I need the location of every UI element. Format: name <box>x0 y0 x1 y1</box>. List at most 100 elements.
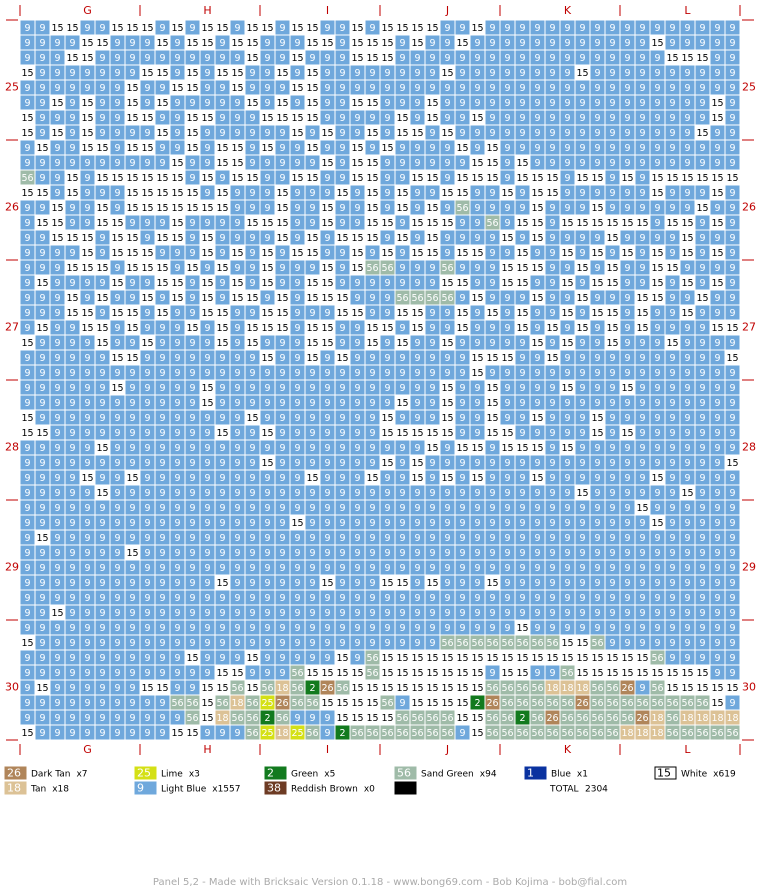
cell-code: 9 <box>669 578 675 589</box>
cell-code: 9 <box>564 113 570 124</box>
legend-name: Light Blue <box>161 785 207 795</box>
cell-code: 9 <box>114 473 120 484</box>
cell-code: 9 <box>99 53 105 64</box>
cell-code: 9 <box>729 368 735 379</box>
cell-code: 9 <box>444 533 450 544</box>
cell-code: 9 <box>564 563 570 574</box>
cell-code: 9 <box>129 443 135 454</box>
cell-code: 9 <box>579 158 585 169</box>
cell-code: 9 <box>324 593 330 604</box>
cell-code: 9 <box>159 368 165 379</box>
cell-code: 15 <box>411 653 423 664</box>
cell <box>350 20 365 35</box>
cell-code: 9 <box>654 458 660 469</box>
cell-code: 9 <box>519 608 525 619</box>
cell-code: 15 <box>276 323 288 334</box>
cell-code: 9 <box>69 548 75 559</box>
cell-code: 9 <box>354 218 360 229</box>
cell-code: 15 <box>561 248 573 259</box>
cell-code: 9 <box>564 98 570 109</box>
cell-code: 9 <box>174 383 180 394</box>
cell <box>140 50 155 65</box>
cell-code: 15 <box>426 653 438 664</box>
cell-code: 9 <box>474 143 480 154</box>
cell-code: 9 <box>579 353 585 364</box>
cell-code: 9 <box>279 83 285 94</box>
cell-code: 9 <box>549 143 555 154</box>
cell-code: 9 <box>39 353 45 364</box>
cell-code: 9 <box>714 293 720 304</box>
cell-code: 9 <box>714 458 720 469</box>
cell-code: 15 <box>366 188 378 199</box>
cell <box>230 95 245 110</box>
cell-code: 9 <box>264 548 270 559</box>
cell-code: 9 <box>684 368 690 379</box>
cell <box>410 20 425 35</box>
cell-code: 15 <box>366 38 378 49</box>
cell-code: 15 <box>216 158 228 169</box>
cell-code: 9 <box>504 548 510 559</box>
cell-code: 56 <box>426 728 438 739</box>
cell-code: 9 <box>564 368 570 379</box>
cell-code: 15 <box>156 68 168 79</box>
cell-code: 15 <box>531 653 543 664</box>
cell-code: 9 <box>459 98 465 109</box>
cell-code: 9 <box>564 38 570 49</box>
cell-code: 15 <box>381 38 393 49</box>
cell-code: 9 <box>279 128 285 139</box>
cell-code: 9 <box>639 518 645 529</box>
cell-code: 9 <box>234 188 240 199</box>
cell-code: 9 <box>339 158 345 169</box>
cell-code: 9 <box>54 698 60 709</box>
cell-code: 9 <box>609 368 615 379</box>
cell-code: 9 <box>564 188 570 199</box>
cell-code: 9 <box>189 473 195 484</box>
cell-code: 9 <box>699 68 705 79</box>
cell-code: 15 <box>216 188 228 199</box>
cell <box>680 50 695 65</box>
cell-code: 9 <box>564 203 570 214</box>
cell-code: 15 <box>141 263 153 274</box>
cell-code: 9 <box>54 428 60 439</box>
cell-code: 9 <box>234 353 240 364</box>
cell-code: 9 <box>279 458 285 469</box>
cell-code: 56 <box>666 713 678 724</box>
cell-code: 9 <box>204 563 210 574</box>
cell-code: 9 <box>669 653 675 664</box>
cell <box>710 65 725 80</box>
cell-code: 15 <box>306 143 318 154</box>
cell-code: 9 <box>714 203 720 214</box>
cell-code: 9 <box>174 413 180 424</box>
cell-code: 9 <box>129 713 135 724</box>
cell-code: 56 <box>336 683 348 694</box>
cell-code: 9 <box>669 503 675 514</box>
cell <box>425 80 440 95</box>
cell-code: 9 <box>264 368 270 379</box>
cell <box>530 20 545 35</box>
cell <box>170 50 185 65</box>
cell-code: 9 <box>129 278 135 289</box>
cell-code: 9 <box>264 398 270 409</box>
cell-code: 9 <box>339 548 345 559</box>
cell-code: 9 <box>594 563 600 574</box>
cell-code: 15 <box>561 638 573 649</box>
cell-code: 15 <box>711 698 723 709</box>
cell <box>470 35 485 50</box>
cell-code: 15 <box>366 128 378 139</box>
cell-code: 9 <box>174 533 180 544</box>
cell-code: 9 <box>579 233 585 244</box>
cell-code: 9 <box>294 563 300 574</box>
cell-code: 15 <box>351 683 363 694</box>
cell-code: 9 <box>714 143 720 154</box>
cell-code: 9 <box>489 443 495 454</box>
legend-name: Sand Green <box>421 770 474 780</box>
cell-code: 9 <box>639 608 645 619</box>
cell-code: 15 <box>81 113 93 124</box>
cell-code: 9 <box>204 188 210 199</box>
cell-code: 9 <box>444 443 450 454</box>
cell-code: 9 <box>189 608 195 619</box>
cell-code: 9 <box>324 623 330 634</box>
cell-code: 9 <box>654 338 660 349</box>
cell-code: 9 <box>54 323 60 334</box>
cell-code: 9 <box>234 563 240 574</box>
